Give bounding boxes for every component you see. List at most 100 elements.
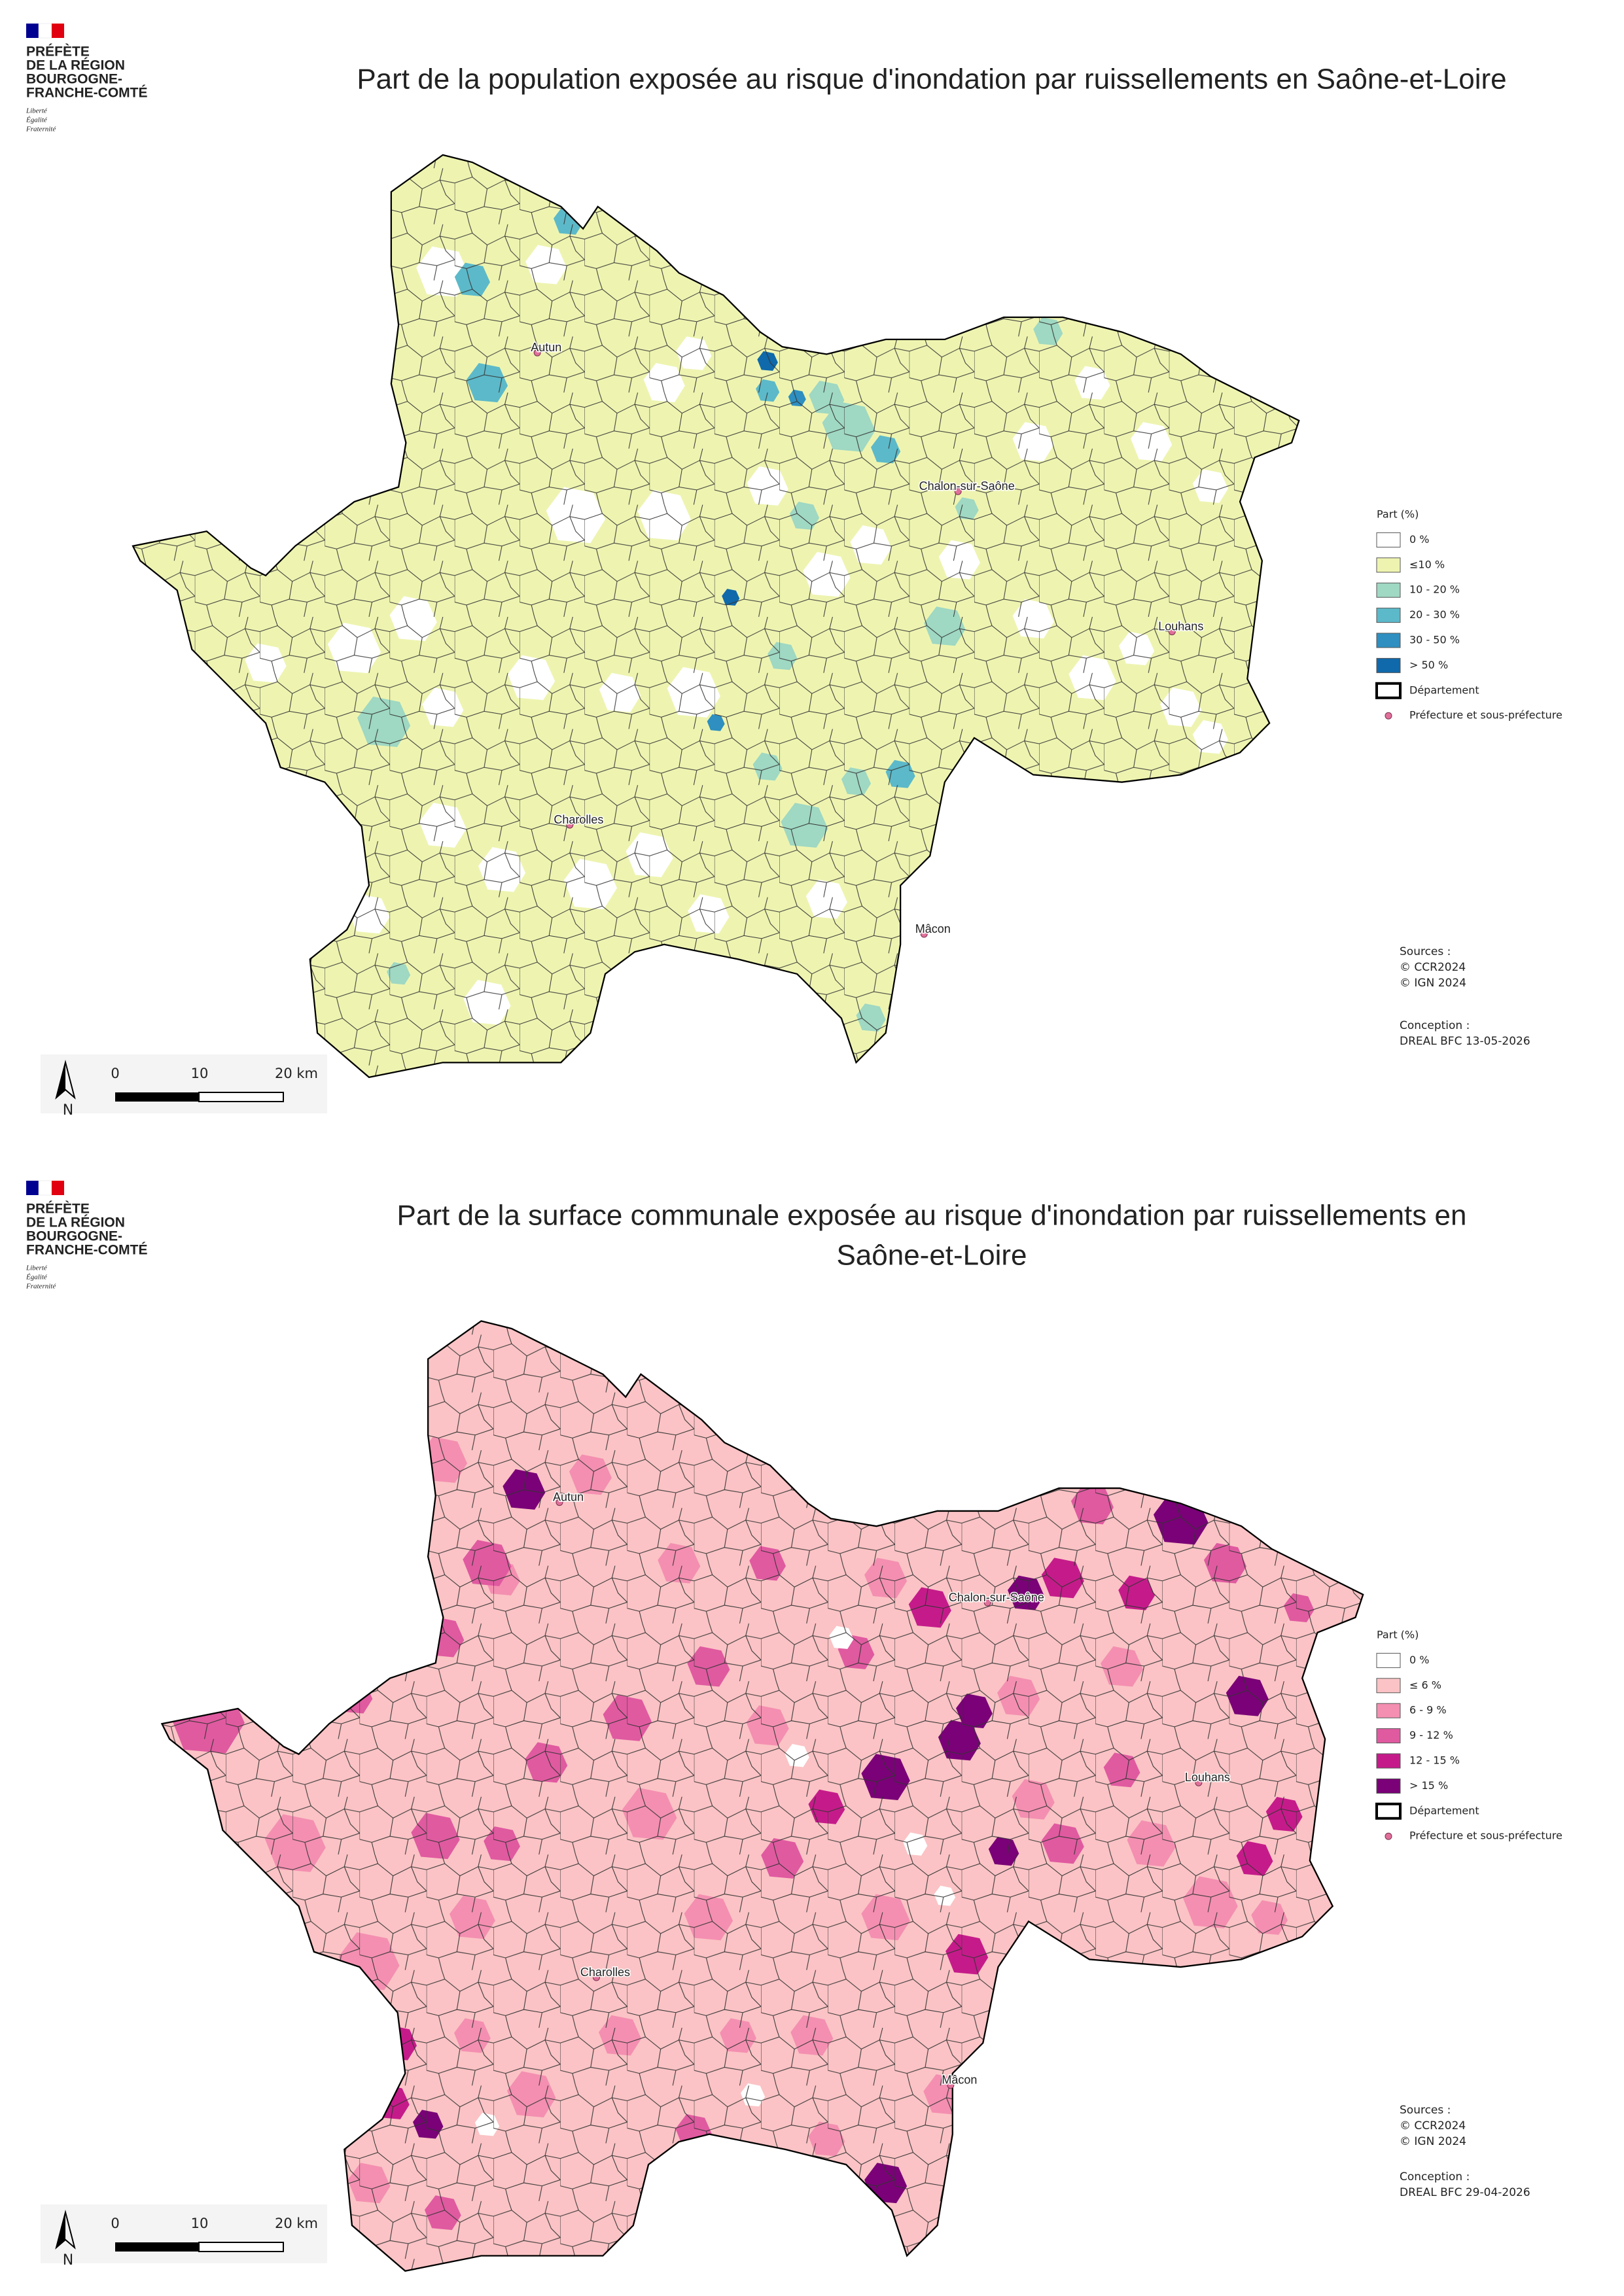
prefecture-dot — [533, 349, 541, 357]
sources: © CCR2024 — [1400, 2119, 1466, 2132]
north-arrow-half — [56, 1062, 65, 1098]
logo-motto: Fraternité — [26, 126, 56, 133]
conception: Conception : — [1400, 2170, 1470, 2183]
place-label: Chalon-sur-Saône — [949, 1591, 1044, 1604]
sources: Sources : — [1400, 945, 1451, 958]
logo-motto: Égalité — [26, 116, 48, 124]
map-area — [132, 154, 1300, 1079]
place-label: Mâcon — [942, 2074, 977, 2087]
place-label: Mâcon — [915, 922, 951, 935]
scale-label: 0 — [111, 2216, 119, 2231]
conception: DREAL BFC 29-04-2026 — [1400, 2186, 1530, 2199]
place-label: Louhans — [1158, 620, 1203, 633]
legend-swatch — [1376, 633, 1401, 648]
scale-bar-white — [198, 1092, 284, 1102]
scale-background — [92, 2204, 327, 2263]
logo-line: FRANCHE-COMTÉ — [26, 1243, 147, 1258]
flag-red — [52, 1181, 64, 1195]
legend-label: Département — [1409, 1804, 1479, 1817]
conception: Conception : — [1400, 1019, 1470, 1032]
logo-line: PRÉFÈTE — [26, 44, 90, 60]
legend-label: ≤ 6 % — [1409, 1679, 1441, 1691]
conception: DREAL BFC 13-05-2026 — [1400, 1035, 1530, 1048]
sources: Sources : — [1400, 2104, 1451, 2117]
legend-title: Part (%) — [1377, 1629, 1419, 1641]
legend-label: Département — [1409, 684, 1479, 696]
sources: © CCR2024 — [1400, 961, 1466, 974]
flag-blue — [26, 1181, 39, 1195]
prefecture-dot — [566, 821, 574, 829]
place-label: Charolles — [580, 1966, 630, 1979]
logo-line: DE LA RÉGION — [26, 58, 125, 73]
legend-swatch — [1376, 532, 1401, 548]
scale-label: 10 — [191, 2216, 209, 2231]
commune-borders — [162, 1321, 1364, 2271]
legend-swatch — [1376, 657, 1401, 673]
legend-swatch — [1376, 1703, 1401, 1718]
flag-red — [52, 24, 64, 38]
commune-patch — [274, 2030, 317, 2071]
legend-swatch — [1376, 1652, 1401, 1668]
map-title: Part de la surface communale exposée au … — [397, 1200, 1467, 1232]
flag-blue — [26, 24, 39, 38]
legend-swatch — [1376, 1753, 1401, 1769]
commune-borders — [133, 154, 1299, 1077]
scale-bar-black — [115, 1092, 199, 1102]
place-label: Autun — [531, 341, 561, 354]
legend-swatch — [1376, 1678, 1401, 1694]
legend-label: ≤10 % — [1409, 558, 1445, 570]
sources: © IGN 2024 — [1400, 2135, 1466, 2148]
legend-label: 9 - 12 % — [1409, 1729, 1453, 1741]
legend-label: 20 - 30 % — [1409, 608, 1460, 621]
map-title: Part de la population exposée au risque … — [357, 63, 1506, 96]
prefecture-dot — [1168, 628, 1176, 636]
legend-prefecture — [1385, 712, 1392, 720]
prefecture-dot — [954, 487, 962, 495]
prefecture-dot — [947, 2081, 955, 2089]
logo-line: PRÉFÈTE — [26, 1202, 90, 1217]
north-label: N — [63, 2252, 73, 2269]
place-label: Autun — [553, 1491, 584, 1504]
legend-label: > 50 % — [1409, 659, 1448, 671]
place-label: Chalon-sur-Saône — [919, 479, 1015, 493]
scale-bar-black — [115, 2242, 199, 2252]
legend-label: 0 % — [1409, 1654, 1429, 1666]
commune-patch — [626, 979, 673, 1025]
logo-motto: Liberté — [26, 107, 48, 115]
legend-label: 30 - 50 % — [1409, 634, 1460, 646]
map-title: Saône-et-Loire — [836, 1240, 1027, 1272]
logo-line: FRANCHE-COMTÉ — [26, 86, 147, 101]
sources: © IGN 2024 — [1400, 977, 1466, 990]
logo-line: BOURGOGNE- — [26, 1229, 122, 1244]
legend-label: 6 - 9 % — [1409, 1704, 1447, 1716]
legend-label: 10 - 20 % — [1409, 583, 1460, 596]
logo-line: DE LA RÉGION — [26, 1215, 125, 1230]
scale-bar-white — [198, 2242, 284, 2252]
scale-label: 10 — [191, 1066, 209, 1081]
place-label: Charolles — [554, 813, 603, 826]
place-label: Louhans — [1185, 1771, 1230, 1784]
prefecture-dot — [556, 1499, 563, 1506]
legend-title: Part (%) — [1377, 508, 1419, 521]
legend-label: Préfecture et sous-préfecture — [1409, 709, 1562, 722]
legend-label: > 15 % — [1409, 1779, 1448, 1792]
logo-motto: Fraternité — [26, 1283, 56, 1291]
commune-patch — [1059, 1427, 1096, 1463]
legend-label: 12 - 15 % — [1409, 1754, 1460, 1767]
communes — [162, 1321, 1364, 2271]
prefecture-dot — [592, 1974, 600, 1981]
legend-label: Préfecture et sous-préfecture — [1409, 1830, 1562, 1842]
legend-swatch — [1376, 557, 1401, 573]
prefecture-dot — [983, 1599, 991, 1607]
north-label: N — [63, 1102, 73, 1119]
logo-motto: Liberté — [26, 1264, 48, 1272]
prefecture-dot — [920, 930, 928, 938]
north-arrow-half — [56, 2212, 65, 2248]
flag-white — [38, 23, 52, 39]
logo-line: BOURGOGNE- — [26, 72, 122, 87]
legend-swatch — [1376, 582, 1401, 598]
scale-label: 20 km — [275, 1066, 318, 1081]
